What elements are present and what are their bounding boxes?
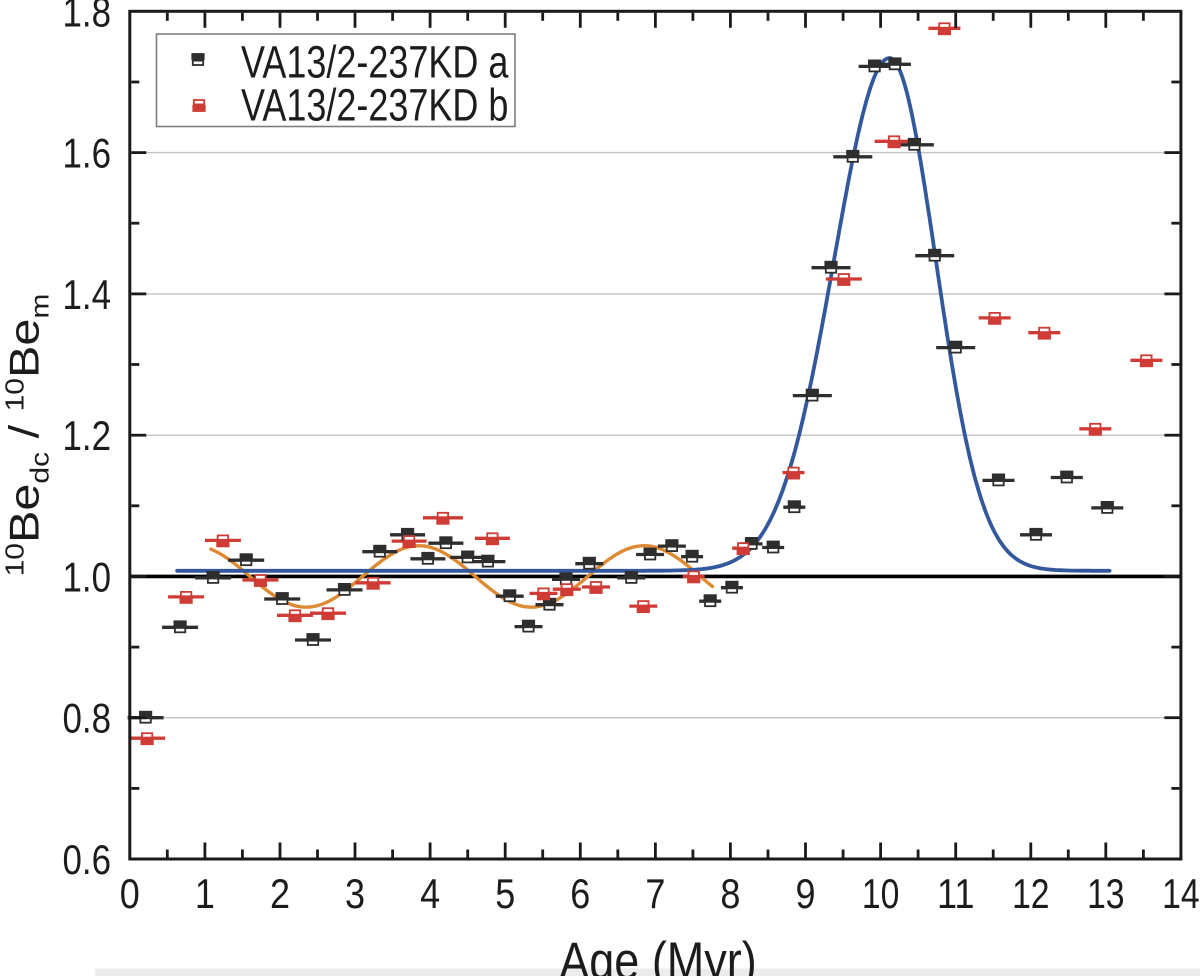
svg-text:1.6: 1.6 xyxy=(63,131,112,177)
svg-text:1.4: 1.4 xyxy=(63,272,112,318)
svg-text:2: 2 xyxy=(270,871,290,917)
svg-text:0.8: 0.8 xyxy=(63,696,112,742)
svg-text:10: 10 xyxy=(862,871,900,917)
svg-text:4: 4 xyxy=(420,871,440,917)
svg-text:5: 5 xyxy=(495,871,515,917)
svg-text:3: 3 xyxy=(345,871,365,917)
svg-text:12: 12 xyxy=(1012,871,1050,917)
svg-text:14: 14 xyxy=(1162,871,1200,917)
svg-text:VA13/2-237KD a: VA13/2-237KD a xyxy=(241,37,509,88)
svg-text:0.6: 0.6 xyxy=(63,837,112,883)
svg-text:1: 1 xyxy=(195,871,215,917)
svg-text:8: 8 xyxy=(720,871,740,917)
svg-text:1.8: 1.8 xyxy=(63,0,112,36)
svg-text:11: 11 xyxy=(937,871,975,917)
svg-text:Age (Myr): Age (Myr) xyxy=(559,933,756,976)
svg-text:13: 13 xyxy=(1087,871,1125,917)
svg-text:1.2: 1.2 xyxy=(63,414,112,460)
svg-text:6: 6 xyxy=(570,871,590,917)
svg-text:9: 9 xyxy=(795,871,815,917)
svg-text:7: 7 xyxy=(645,871,665,917)
svg-text:VA13/2-237KD b: VA13/2-237KD b xyxy=(241,80,508,131)
svg-text:1.0: 1.0 xyxy=(63,555,112,601)
svg-text:0: 0 xyxy=(120,871,140,917)
svg-text:10Bedc / 10Bem: 10Bedc / 10Bem xyxy=(0,294,54,577)
